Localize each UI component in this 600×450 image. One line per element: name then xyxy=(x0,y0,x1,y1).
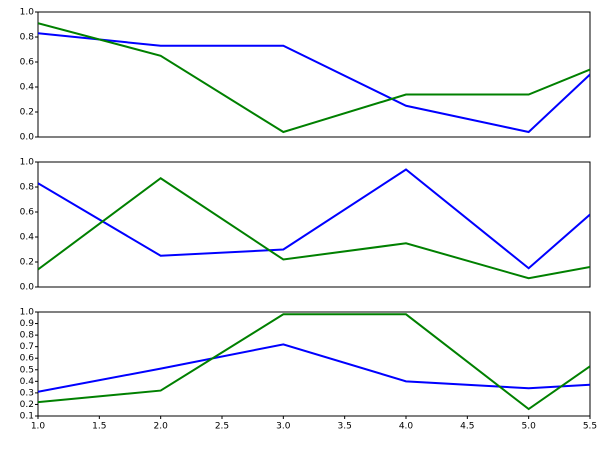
y-tick-label: 0.4 xyxy=(20,377,35,387)
x-tick-label: 5.5 xyxy=(583,422,597,432)
plot-frame xyxy=(37,11,591,138)
y-tick-label: 1.0 xyxy=(20,158,35,168)
y-tick-label: 0.7 xyxy=(20,342,34,352)
series-line xyxy=(38,343,590,393)
y-tick-label: 0.6 xyxy=(20,354,35,364)
series-line xyxy=(38,313,590,411)
y-tick-label: 1.0 xyxy=(20,308,35,318)
y-tick-label: 0.6 xyxy=(20,208,35,218)
plot-frame xyxy=(37,161,591,288)
x-tick-label: 3.0 xyxy=(276,422,291,432)
y-tick-label: 0.9 xyxy=(20,319,35,329)
x-tick-label: 4.5 xyxy=(460,422,474,432)
y-tick-label: 0.0 xyxy=(20,133,35,143)
series-line xyxy=(38,168,590,270)
x-tick-label: 4.0 xyxy=(399,422,414,432)
y-tick-label: 1.0 xyxy=(20,8,35,18)
y-tick-label: 0.1 xyxy=(20,412,34,422)
y-tick-label: 0.8 xyxy=(20,331,35,341)
y-tick-label: 0.4 xyxy=(20,233,35,243)
y-tick-label: 0.4 xyxy=(20,83,35,93)
x-tick-label: 2.0 xyxy=(154,422,169,432)
series-line xyxy=(38,22,590,134)
x-tick-label: 2.5 xyxy=(215,422,229,432)
x-tick-label: 5.0 xyxy=(522,422,537,432)
y-tick-label: 0.0 xyxy=(20,283,35,293)
series-line xyxy=(38,177,590,280)
x-tick-label: 1.0 xyxy=(31,422,46,432)
y-tick-label: 0.8 xyxy=(20,183,35,193)
y-tick-label: 0.5 xyxy=(20,365,34,375)
x-tick-label: 1.5 xyxy=(92,422,106,432)
y-tick-label: 0.2 xyxy=(20,400,34,410)
y-tick-label: 0.8 xyxy=(20,33,35,43)
y-tick-label: 0.3 xyxy=(20,388,34,398)
y-tick-label: 0.6 xyxy=(20,58,35,68)
series-line xyxy=(38,32,590,134)
plot-frame xyxy=(37,311,591,417)
x-tick-label: 3.5 xyxy=(338,422,352,432)
y-tick-label: 0.2 xyxy=(20,108,34,118)
y-tick-label: 0.2 xyxy=(20,258,34,268)
